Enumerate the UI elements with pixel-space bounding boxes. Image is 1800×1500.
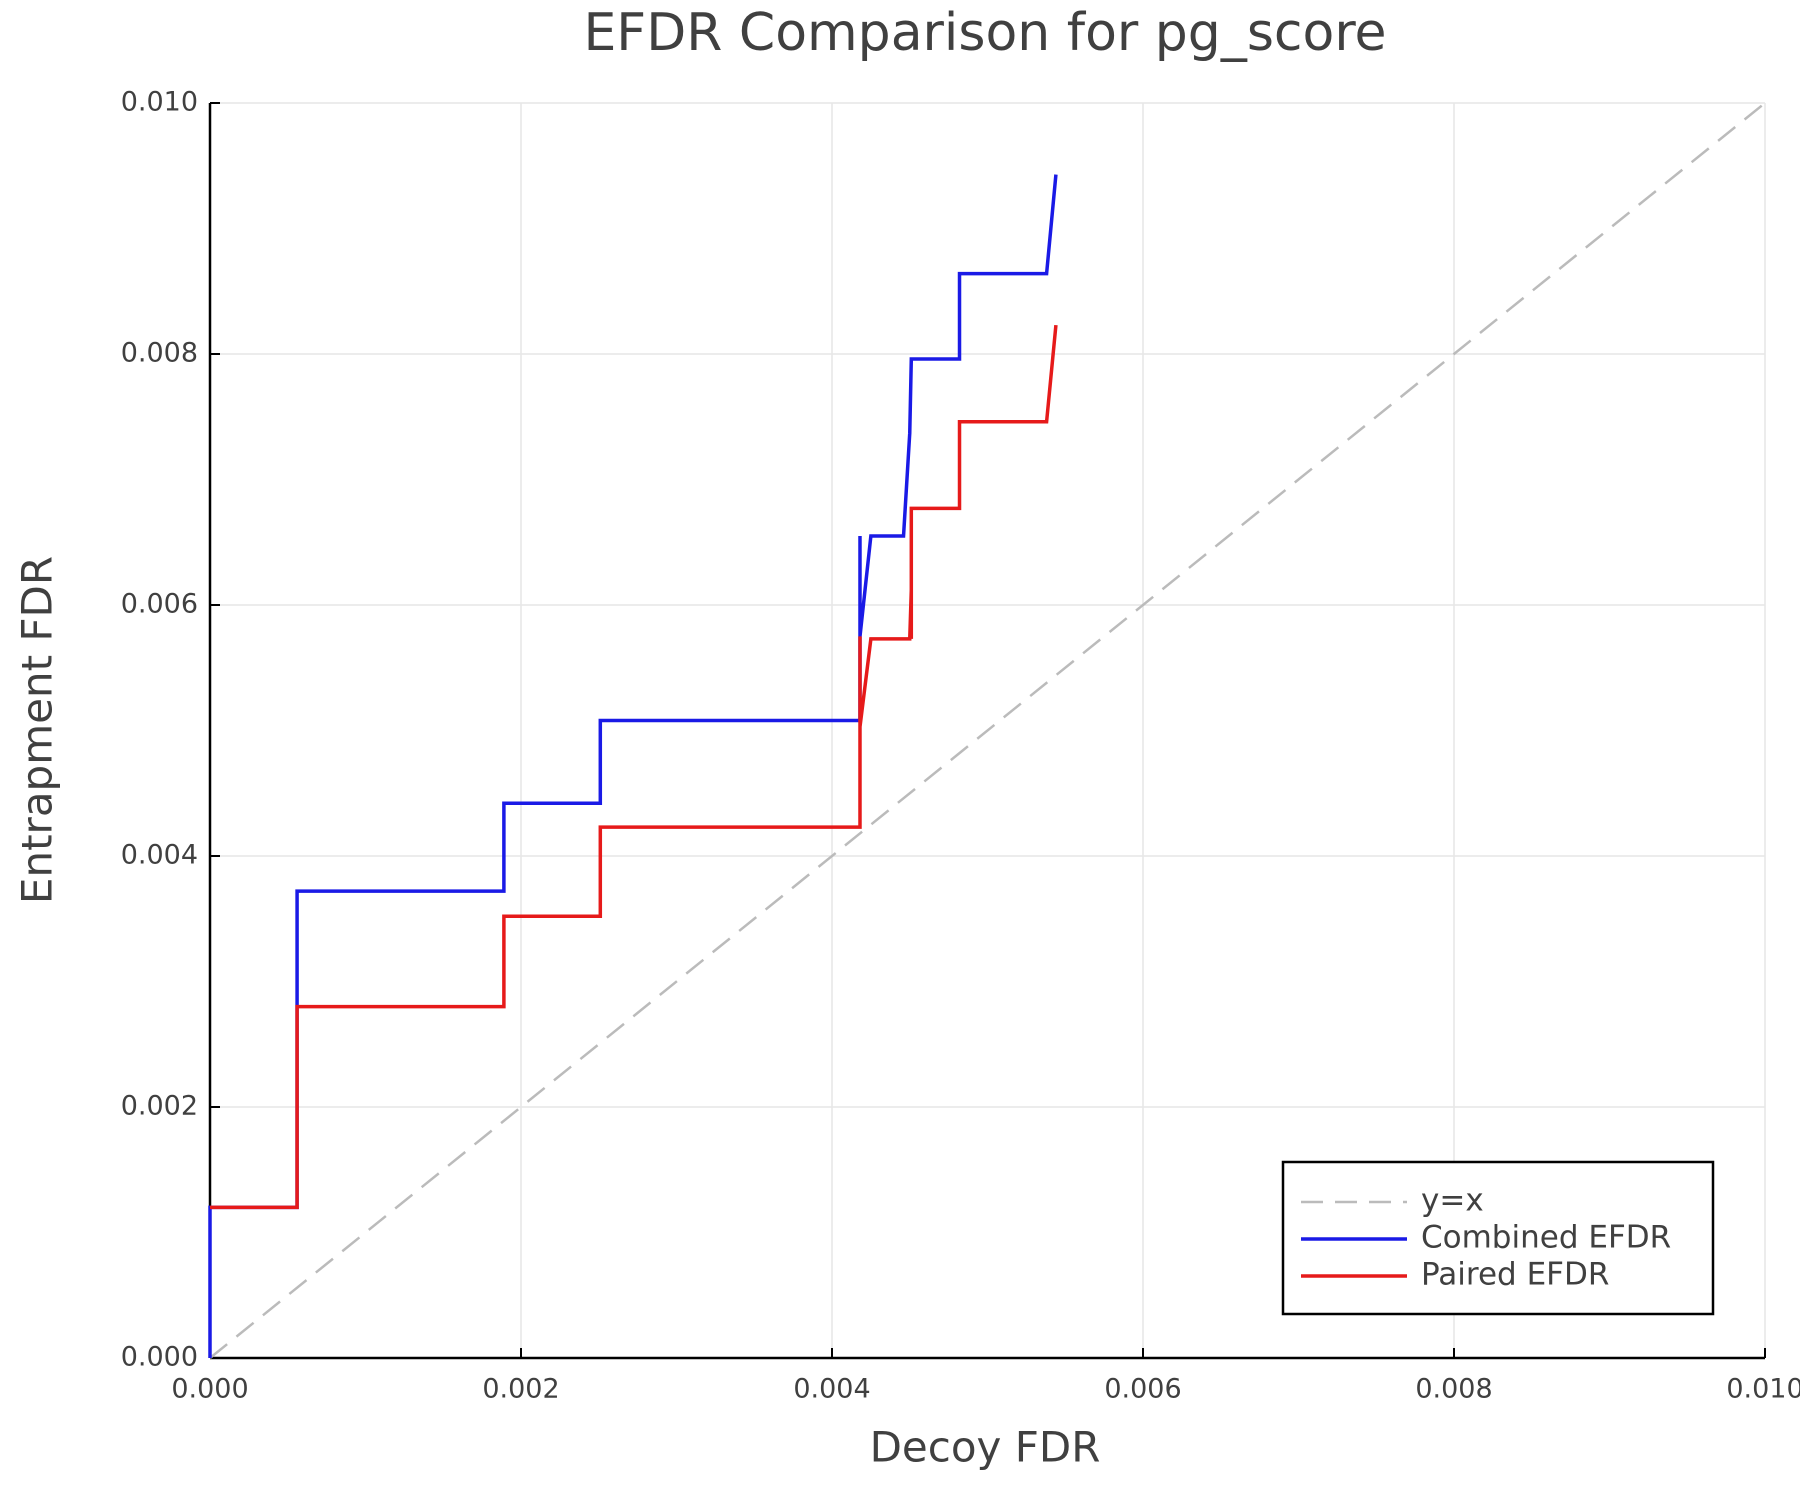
legend-label: Combined EFDR: [1421, 1220, 1671, 1256]
x-tick-label: 0.006: [1104, 1374, 1181, 1405]
y-tick-label: 0.010: [121, 87, 198, 118]
series-line: [209, 102, 1766, 1359]
series-line: [210, 324, 1058, 1210]
x-tick-label: 0.000: [171, 1374, 248, 1405]
x-tick-label: 0.002: [482, 1374, 559, 1405]
x-axis-label: Decoy FDR: [870, 1423, 1101, 1472]
y-tick-label: 0.004: [121, 840, 198, 871]
y-tick-label: 0.000: [121, 1342, 198, 1373]
legend-label: y=x: [1421, 1183, 1484, 1219]
y-tick-label: 0.008: [121, 338, 198, 369]
series-line: [208, 174, 1058, 1358]
chart-title: EFDR Comparison for pg_score: [583, 3, 1386, 63]
x-tick-label: 0.004: [793, 1374, 870, 1405]
x-tick-label: 0.010: [1726, 1374, 1800, 1405]
y-axis-label: Entrapment FDR: [13, 556, 62, 904]
y-tick-label: 0.002: [121, 1091, 198, 1122]
x-tick-label: 0.008: [1415, 1374, 1492, 1405]
y-tick-label: 0.006: [121, 589, 198, 620]
legend-label: Paired EFDR: [1421, 1257, 1609, 1293]
